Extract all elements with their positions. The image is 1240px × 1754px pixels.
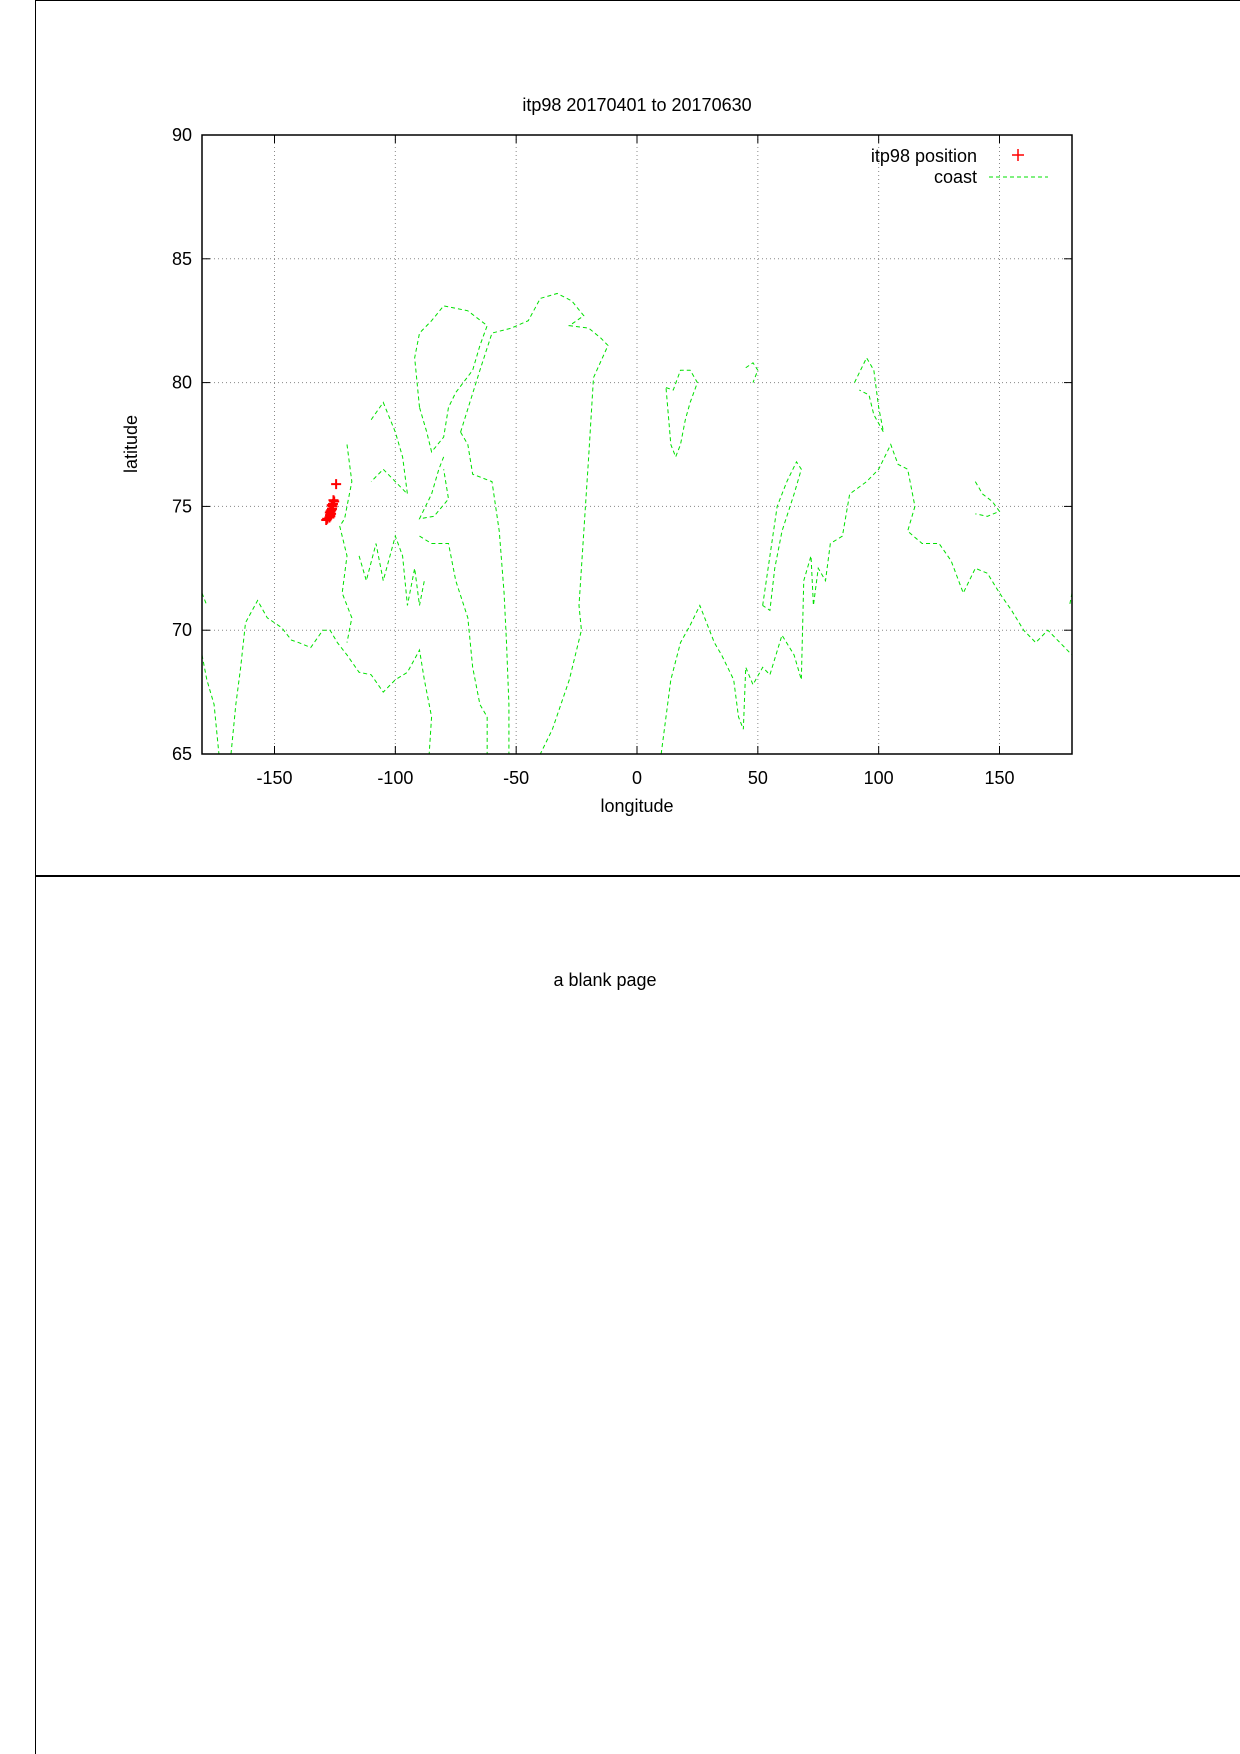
position-point [321,515,332,526]
blank-page-text: a blank page [553,970,657,990]
coast-line [974,481,1001,517]
position-point [326,500,337,511]
x-axis-label: longitude [600,796,673,816]
coast-line [419,535,488,754]
x-tick-label: 100 [864,768,894,788]
plot-frame [201,134,1073,755]
coast-line [339,444,353,643]
chart: itp98 20170401 to 20170630 longitude lat… [121,95,1073,816]
coast-line [201,592,208,606]
legend-label-coast: coast [934,167,977,187]
position-point [328,495,339,506]
y-tick-label: 65 [172,744,192,764]
y-tick-label: 70 [172,620,192,640]
coast-line [358,534,425,606]
x-tick-label: -50 [503,768,529,788]
coast-line [854,356,884,433]
chart-title: itp98 20170401 to 20170630 [522,95,751,115]
coast-line [745,362,759,383]
position-point [324,507,335,518]
coast-line [660,443,1073,755]
x-tick-label: 50 [748,768,768,788]
coast-line [230,599,433,755]
y-tick-label: 90 [172,125,192,145]
coast-line [460,292,609,755]
coast-line [418,456,450,520]
legend-marker-position [1012,149,1024,161]
y-tick-label: 80 [172,373,192,393]
coast-line [762,460,802,612]
legend: itp98 position coast [871,146,1048,187]
coast-line [414,305,488,454]
x-tick-label: -150 [256,768,292,788]
x-tick-label: 0 [632,768,642,788]
position-point [331,479,342,490]
page-divider [35,875,1240,877]
y-tick-label: 85 [172,249,192,269]
coast-line [665,369,698,459]
y-tick-label: 75 [172,496,192,516]
coast-line [201,654,220,755]
x-tick-label: -100 [377,768,413,788]
page-border-top [35,0,1240,1]
page-border-left [35,0,36,1754]
coast-line [370,401,409,496]
coast-line [460,431,510,754]
legend-label-position: itp98 position [871,146,977,166]
x-tick-label: 150 [984,768,1014,788]
y-axis-label: latitude [121,415,141,473]
